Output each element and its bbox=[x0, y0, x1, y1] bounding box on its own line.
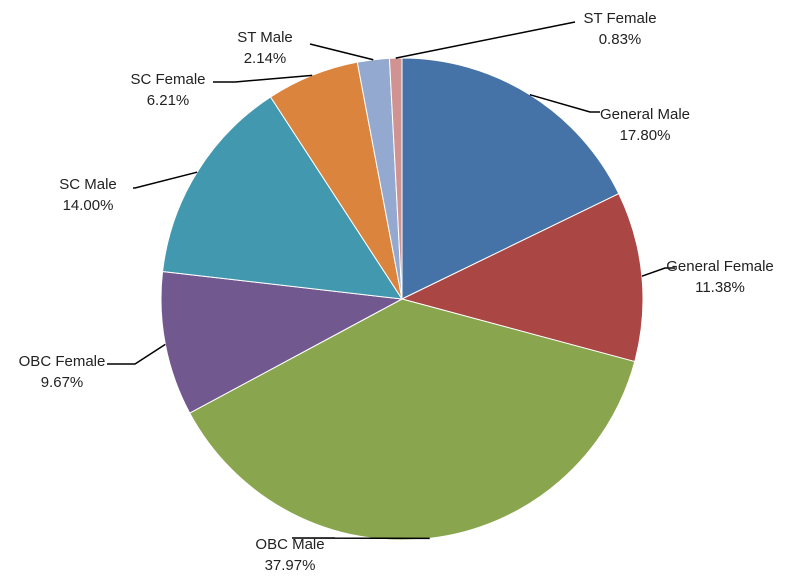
slice-label: OBC Female bbox=[19, 353, 106, 370]
slice-value-label: 2.14% bbox=[244, 50, 287, 67]
leader-line bbox=[395, 21, 576, 59]
slice-label: OBC Male bbox=[255, 536, 324, 553]
slice-value-label: 17.80% bbox=[620, 127, 671, 144]
slice-label: ST Male bbox=[237, 29, 293, 46]
slice-label: General Male bbox=[600, 106, 690, 123]
slice-value-label: 9.67% bbox=[41, 374, 84, 391]
leader-line bbox=[133, 171, 198, 189]
leader-line bbox=[309, 43, 374, 61]
slice-label: SC Female bbox=[130, 71, 205, 88]
leader-line bbox=[529, 93, 600, 113]
slice-value-label: 37.97% bbox=[265, 557, 316, 574]
slice-value-label: 0.83% bbox=[599, 31, 642, 48]
leader-line bbox=[213, 74, 313, 83]
leader-line bbox=[107, 343, 166, 365]
slice-value-label: 6.21% bbox=[147, 92, 190, 109]
slice-value-label: 14.00% bbox=[63, 197, 114, 214]
pie-slice bbox=[162, 96, 403, 300]
pie-slice bbox=[401, 57, 620, 300]
slice-label: General Female bbox=[666, 258, 774, 275]
pie-slice bbox=[388, 57, 403, 300]
slice-label: SC Male bbox=[59, 176, 117, 193]
slice-label: ST Female bbox=[583, 10, 656, 27]
slice-value-label: 11.38% bbox=[695, 279, 745, 296]
leader-line bbox=[641, 267, 675, 277]
